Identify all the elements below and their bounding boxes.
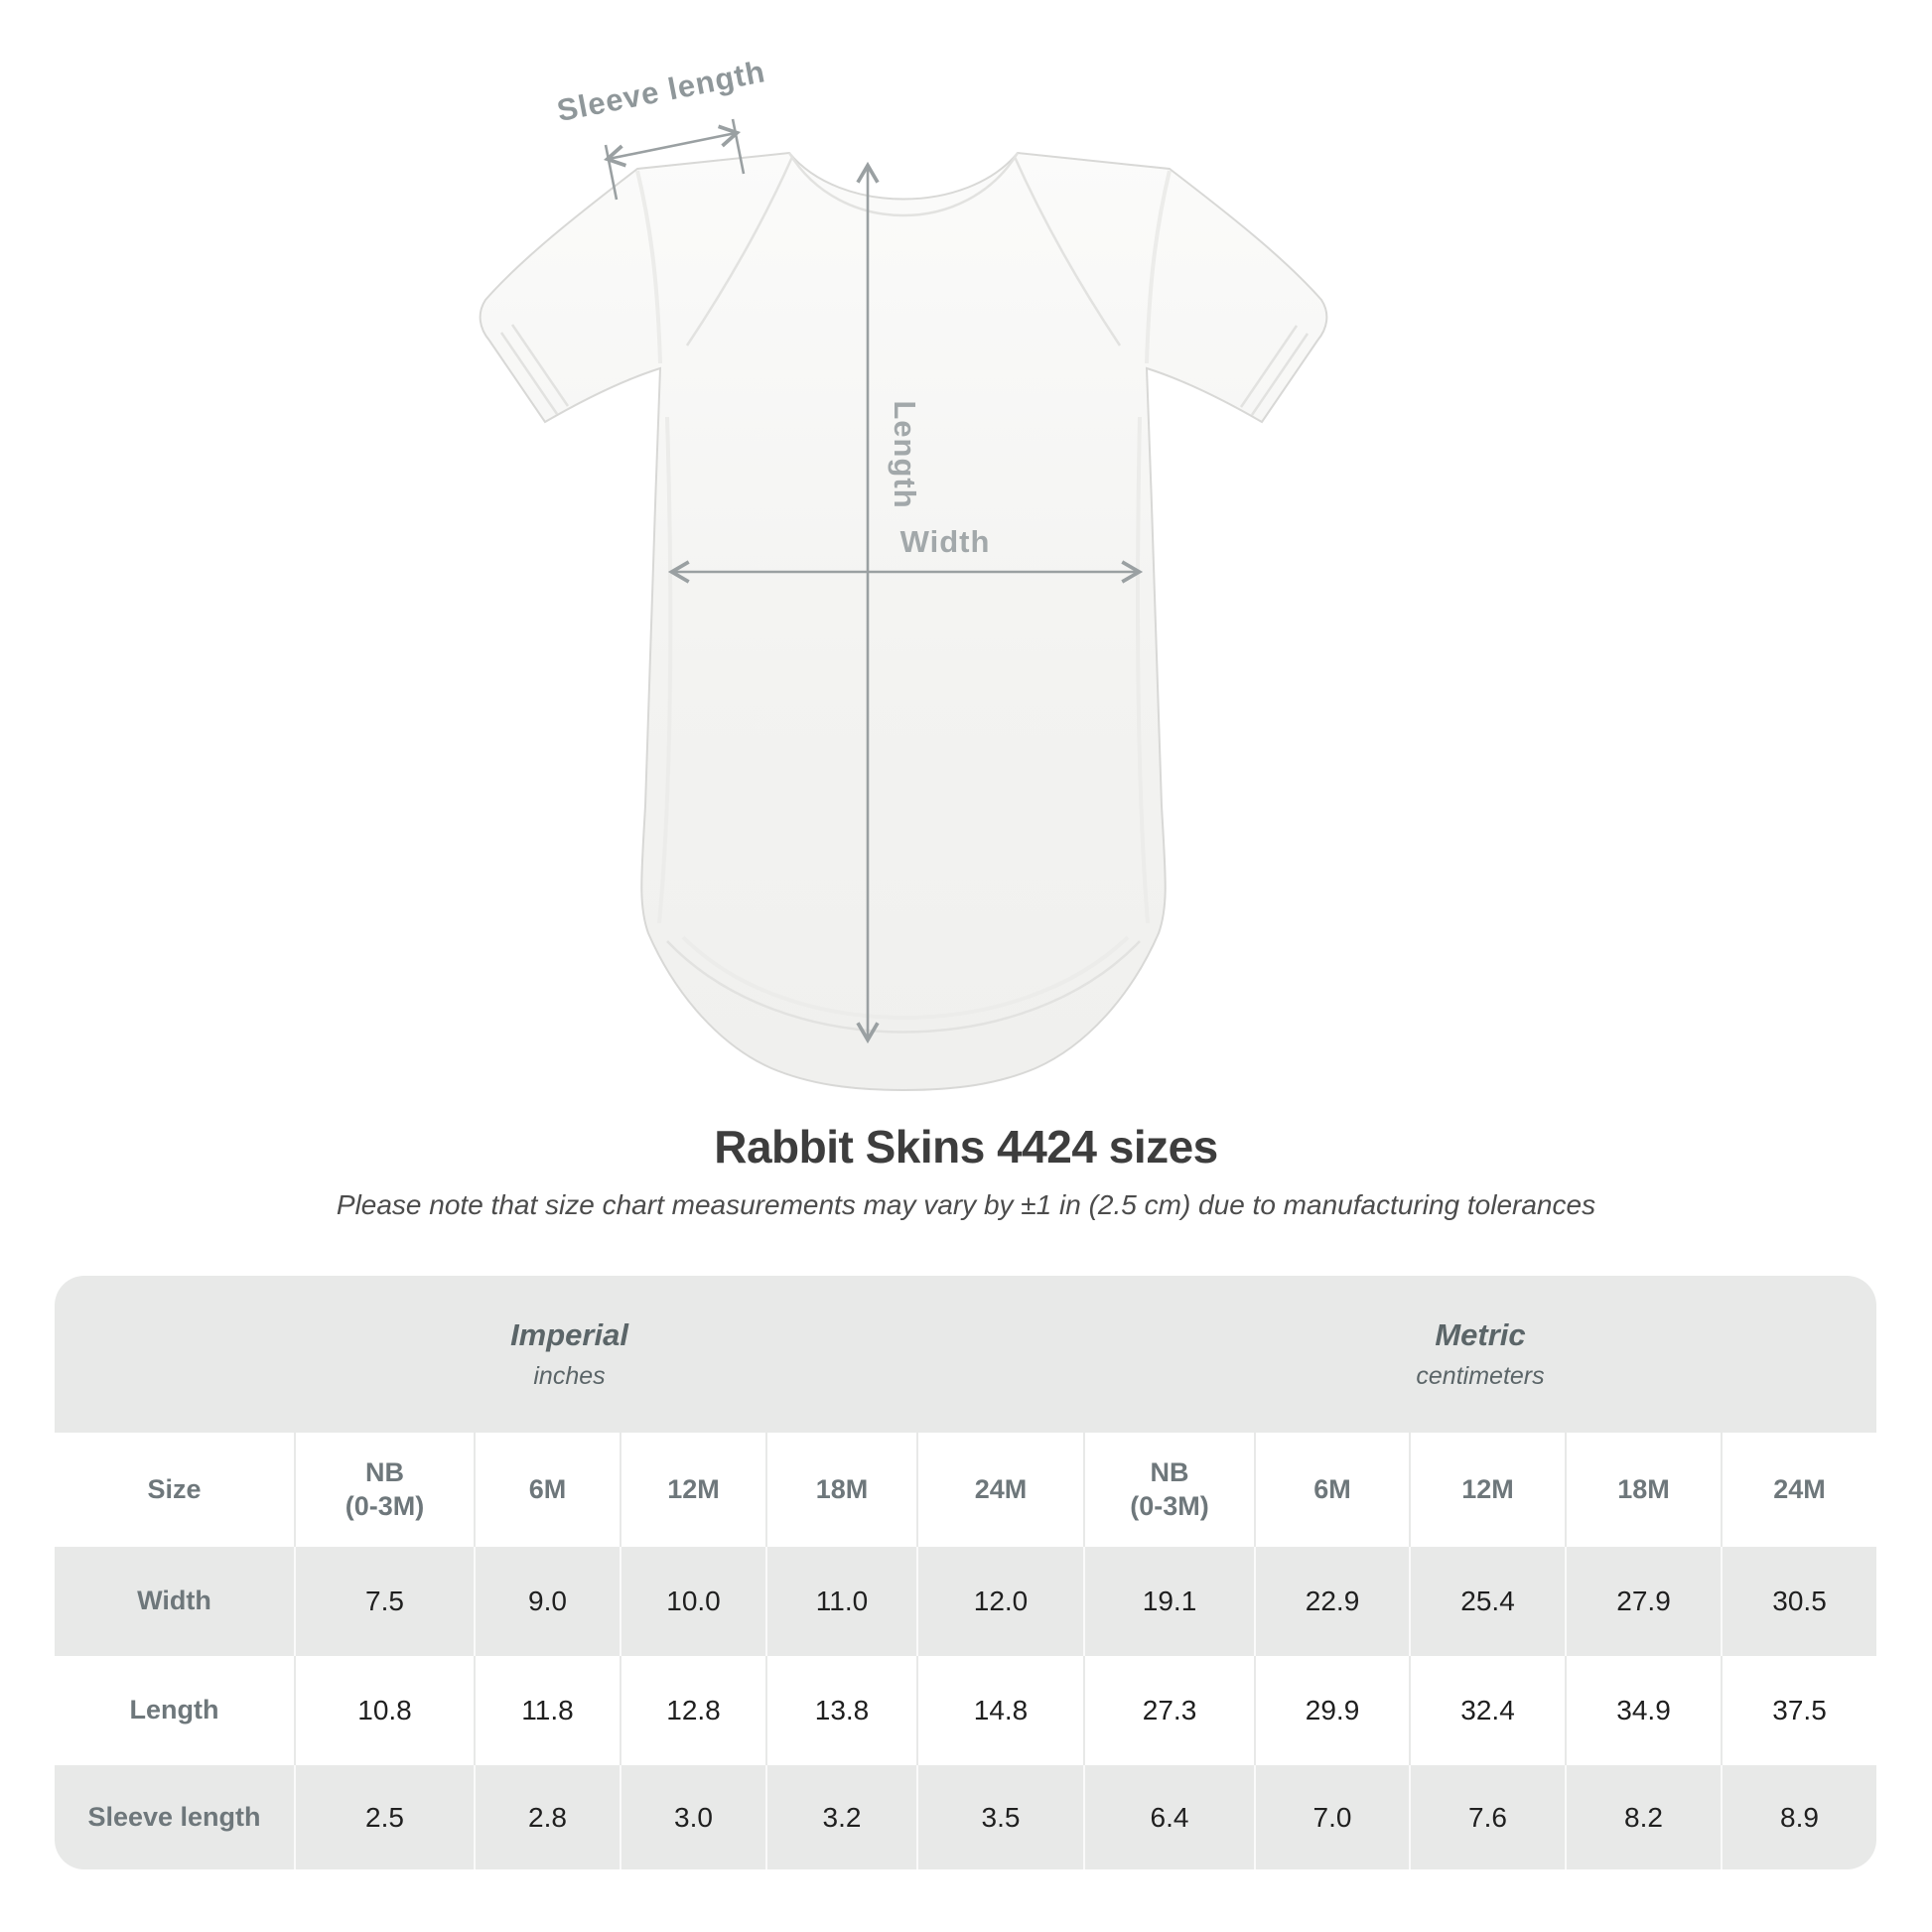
column-header-nb-metric: NB (0-3M) <box>1083 1433 1256 1547</box>
column-header-12m-imperial: 12M <box>620 1433 766 1547</box>
imperial-unit: inches <box>533 1362 606 1390</box>
sleeve-6m-imperial: 2.8 <box>474 1765 621 1869</box>
column-header-12m-metric: 12M <box>1409 1433 1567 1547</box>
length-18m-imperial: 13.8 <box>765 1656 917 1765</box>
width-18m-imperial: 11.0 <box>765 1547 917 1656</box>
snap-flap-seam <box>666 940 1141 1034</box>
tolerance-note: Please note that size chart measurements… <box>336 1189 1596 1220</box>
imperial-label: Imperial <box>510 1317 628 1352</box>
length-24m-imperial: 14.8 <box>915 1656 1085 1765</box>
length-18m-metric: 34.9 <box>1565 1656 1723 1765</box>
width-row: Width 7.5 9.0 10.0 11.0 12.0 19.1 22.9 2… <box>55 1547 1876 1656</box>
length-6m-imperial: 11.8 <box>474 1656 621 1765</box>
width-nb-imperial: 7.5 <box>294 1547 475 1656</box>
unit-group-row: Imperial inches Metric centimeters <box>55 1276 1876 1433</box>
column-header-18m-metric: 18M <box>1565 1433 1723 1547</box>
width-label: Width <box>900 524 991 559</box>
metric-unit: centimeters <box>1416 1362 1545 1390</box>
metric-label: Metric <box>1435 1317 1526 1352</box>
length-12m-imperial: 12.8 <box>620 1656 766 1765</box>
row-label-width: Width <box>137 1586 211 1616</box>
length-6m-metric: 29.9 <box>1254 1656 1411 1765</box>
sleeve-nb-metric: 6.4 <box>1083 1765 1256 1869</box>
side-shading-right <box>1136 416 1150 924</box>
width-24m-imperial: 12.0 <box>915 1547 1085 1656</box>
row-label-length: Length <box>55 1656 295 1765</box>
size-header: Size <box>55 1433 295 1547</box>
sleeve-length-row: Sleeve length 2.5 2.8 3.0 3.2 3.5 6.4 7.… <box>55 1765 1876 1869</box>
column-header-6m-imperial: 6M <box>474 1433 621 1547</box>
size-header-row: Size NB (0-3M) 6M 12M 18M 24M NB (0-3M) … <box>55 1433 1876 1547</box>
sleeve-24m-imperial: 3.5 <box>915 1765 1085 1869</box>
column-header-6m-metric: 6M <box>1254 1433 1411 1547</box>
sleeve-nb-imperial: 2.5 <box>294 1765 475 1869</box>
cuff-stitch-left <box>499 324 570 415</box>
sleeve-length-arrow <box>603 124 742 168</box>
length-nb-imperial: 10.8 <box>294 1656 475 1765</box>
sleeve-24m-metric: 8.9 <box>1721 1765 1876 1869</box>
onesie-body <box>479 151 1328 1092</box>
sleeve-18m-metric: 8.2 <box>1565 1765 1723 1869</box>
row-label-sleeve-length: Sleeve length <box>87 1801 261 1832</box>
length-12m-metric: 32.4 <box>1409 1656 1567 1765</box>
width-18m-metric: 27.9 <box>1565 1547 1723 1656</box>
snap-flap-inner-seam <box>681 935 1130 1020</box>
width-6m-metric: 22.9 <box>1254 1547 1411 1656</box>
sleeve-6m-metric: 7.0 <box>1254 1765 1411 1869</box>
column-header-nb-imperial: NB (0-3M) <box>294 1433 475 1547</box>
armhole-seam-left <box>635 170 662 364</box>
width-nb-metric: 19.1 <box>1083 1547 1256 1656</box>
width-12m-imperial: 10.0 <box>620 1547 766 1656</box>
onesie-measurement-diagram: Sleeve length Length Width <box>479 54 1328 1092</box>
column-header-18m-imperial: 18M <box>765 1433 917 1547</box>
length-24m-metric: 37.5 <box>1721 1656 1876 1765</box>
metric-group-header: Metric centimeters <box>1084 1276 1876 1433</box>
length-annotation: Length <box>856 161 922 1044</box>
width-6m-imperial: 9.0 <box>474 1547 621 1656</box>
lap-shoulder-seam-left <box>685 156 794 346</box>
armhole-seam-right <box>1145 170 1172 364</box>
page-title: Rabbit Skins 4424 sizes <box>714 1121 1218 1173</box>
length-label: Length <box>888 400 922 508</box>
sleeve-length-label: Sleeve length <box>554 54 768 128</box>
sleeve-12m-metric: 7.6 <box>1409 1765 1567 1869</box>
size-table-card: Imperial inches Metric centimeters Size … <box>55 1276 1876 1869</box>
sleeve-18m-imperial: 3.2 <box>765 1765 917 1869</box>
width-12m-metric: 25.4 <box>1409 1547 1567 1656</box>
length-nb-metric: 27.3 <box>1083 1656 1256 1765</box>
length-row: Length 10.8 11.8 12.8 13.8 14.8 27.3 29.… <box>55 1656 1876 1765</box>
imperial-group-header: Imperial inches <box>55 1276 1084 1433</box>
sleeve-12m-imperial: 3.0 <box>620 1765 766 1869</box>
size-table: Imperial inches Metric centimeters Size … <box>55 1276 1876 1869</box>
width-24m-metric: 30.5 <box>1721 1547 1876 1656</box>
width-annotation: Width <box>667 524 1144 584</box>
cuff-stitch-right <box>1239 325 1310 416</box>
onesie-illustration <box>479 151 1328 1092</box>
lap-shoulder-seam-right <box>1013 156 1122 346</box>
side-shading-left <box>657 416 673 924</box>
chart-heading: Rabbit Skins 4424 sizes Please note that… <box>0 1120 1932 1221</box>
neckband-seam <box>787 152 1020 217</box>
column-header-24m-metric: 24M <box>1721 1433 1876 1547</box>
column-header-24m-imperial: 24M <box>915 1433 1085 1547</box>
